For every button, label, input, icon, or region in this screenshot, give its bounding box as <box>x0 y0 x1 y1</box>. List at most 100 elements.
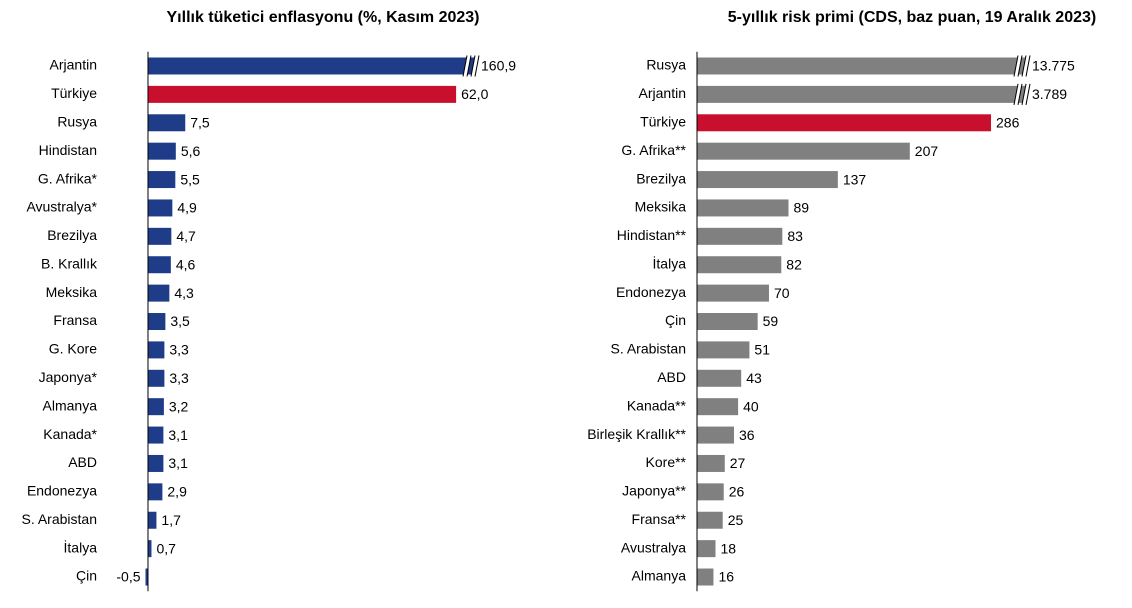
value-label: 4,7 <box>176 228 196 244</box>
value-label: 3,3 <box>169 370 189 386</box>
bar <box>697 171 838 189</box>
y-tick-label: Almanya <box>43 397 98 413</box>
value-label: -0,5 <box>116 569 140 585</box>
y-tick-label: Rusya <box>57 113 97 129</box>
value-label: 13.775 <box>1032 58 1075 74</box>
y-tick-label: Türkiye <box>640 113 686 129</box>
axis-break <box>471 55 479 77</box>
bar <box>147 199 173 217</box>
bar <box>147 114 186 132</box>
y-tick-label: İtalya <box>653 254 687 271</box>
value-label: 43 <box>746 370 762 386</box>
value-label: 70 <box>774 285 790 301</box>
value-label: 3.789 <box>1032 86 1067 102</box>
value-label: 207 <box>915 143 939 159</box>
axis-break <box>1025 83 1031 105</box>
y-tick-label: Hindistan <box>39 142 97 158</box>
bar <box>147 426 164 444</box>
bar <box>145 568 148 586</box>
axis-break <box>1021 83 1027 105</box>
y-tick-label: B. Krallık <box>41 255 98 271</box>
bar <box>147 369 165 387</box>
axis-break <box>1025 55 1031 77</box>
bar <box>697 483 724 501</box>
axis-break <box>466 55 472 77</box>
value-label: 286 <box>996 114 1020 130</box>
y-tick-label: Meksika <box>46 284 98 300</box>
bar <box>697 426 735 444</box>
bar <box>697 142 910 160</box>
axis-break <box>462 55 468 77</box>
value-label: 36 <box>739 427 755 443</box>
bar <box>147 454 164 472</box>
y-tick-label: Endonezya <box>27 483 97 499</box>
y-tick-label: Kanada* <box>43 426 97 442</box>
value-label: 62,0 <box>461 86 488 102</box>
bar <box>147 256 171 274</box>
y-tick-label: Kanada** <box>627 397 687 413</box>
bar <box>147 284 170 302</box>
value-label: 16 <box>718 569 734 585</box>
bar <box>147 483 163 501</box>
bar <box>697 341 750 359</box>
y-tick-label: Endonezya <box>616 284 686 300</box>
bar <box>697 568 714 586</box>
bar <box>697 199 789 217</box>
y-tick-label: İtalya <box>64 538 98 555</box>
y-tick-label: Avustralya* <box>26 199 97 215</box>
value-label: 5,5 <box>180 171 200 187</box>
bar <box>697 85 1027 103</box>
plot-area <box>145 57 476 586</box>
value-label: 160,9 <box>481 58 516 74</box>
bar <box>147 85 457 103</box>
bar <box>147 142 176 160</box>
value-label: 2,9 <box>167 484 187 500</box>
value-label: 82 <box>786 256 802 272</box>
bar <box>147 540 152 558</box>
bar <box>697 454 725 472</box>
bar <box>697 284 769 302</box>
bar <box>697 57 1027 75</box>
value-label: 4,6 <box>176 256 196 272</box>
axis-break <box>1021 55 1027 77</box>
y-tick-label: ABD <box>68 454 97 470</box>
value-label: 1,7 <box>161 512 181 528</box>
axis-break <box>470 55 476 77</box>
chart-title: Yıllık tüketici enflasyonu (%, Kasım 202… <box>167 9 480 26</box>
value-label: 25 <box>728 512 744 528</box>
axis-break <box>1014 55 1022 77</box>
y-tick-label: Japonya** <box>622 483 686 499</box>
bar <box>147 398 164 416</box>
value-label: 7,5 <box>190 114 210 130</box>
value-label: 3,5 <box>170 313 190 329</box>
bar <box>147 313 166 331</box>
axis-break <box>1017 55 1023 77</box>
value-label: 3,2 <box>169 398 189 414</box>
y-tick-label: S. Arabistan <box>22 511 98 527</box>
y-tick-label: S. Arabistan <box>611 341 687 357</box>
y-tick-label: Hindistan** <box>617 227 687 243</box>
value-label: 89 <box>793 200 809 216</box>
value-label: 59 <box>763 313 779 329</box>
value-label: 3,1 <box>168 427 188 443</box>
value-label: 5,6 <box>181 143 201 159</box>
y-tick-label: Çin <box>76 568 97 584</box>
value-label: 4,9 <box>177 200 197 216</box>
plot-area <box>697 57 1027 586</box>
value-label: 26 <box>729 484 745 500</box>
y-tick-label: Brezilya <box>636 170 686 186</box>
value-label: 18 <box>721 540 737 556</box>
axis-break <box>1022 55 1030 77</box>
y-tick-label: Rusya <box>646 57 686 73</box>
bar <box>697 398 739 416</box>
y-tick-label: Meksika <box>635 199 687 215</box>
y-tick-label: ABD <box>657 369 686 385</box>
axis-break <box>1013 83 1019 105</box>
bar <box>147 227 172 245</box>
bar <box>697 114 992 132</box>
bar <box>697 313 758 331</box>
y-tick-label: G. Afrika* <box>38 170 98 186</box>
y-tick-label: G. Afrika** <box>621 142 686 158</box>
